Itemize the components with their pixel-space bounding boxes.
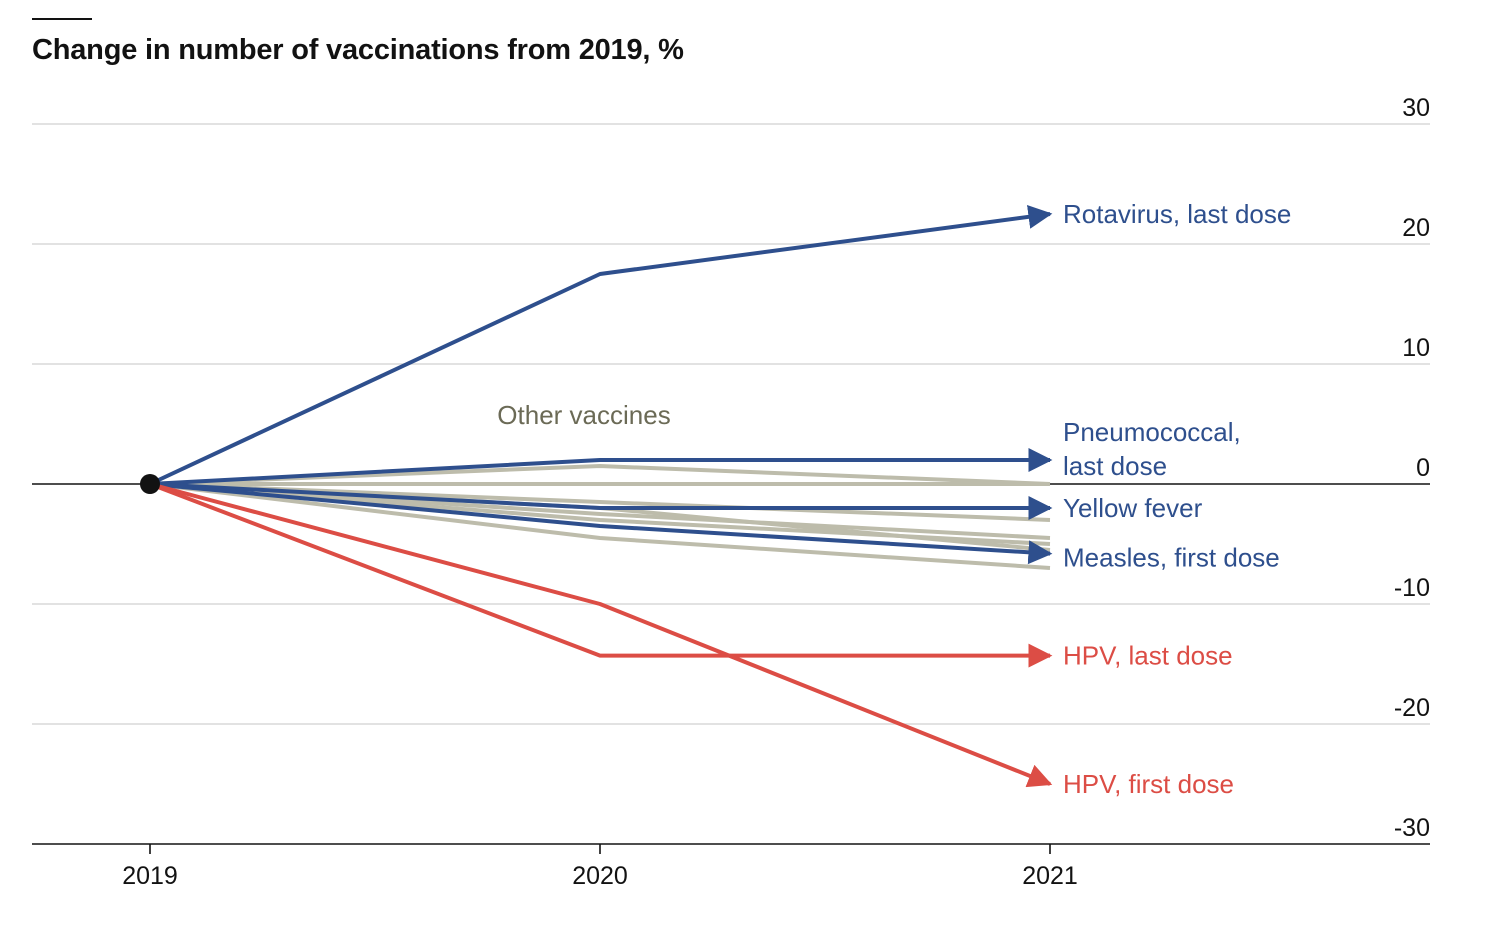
- other-vaccines-annotation: Other vaccines: [497, 400, 670, 430]
- title-rule: [32, 18, 92, 20]
- x-tick-label: 2020: [572, 862, 628, 890]
- series-line: [149, 482, 1053, 565]
- series-label-line: last dose: [1063, 451, 1167, 481]
- series-label: Pneumococcal, last dose: [1063, 417, 1241, 481]
- y-tick-label: 20: [1402, 214, 1430, 242]
- series-label-line: Yellow fever: [1063, 493, 1203, 523]
- series-label-line: HPV, last dose: [1063, 641, 1233, 671]
- y-tick-label: 30: [1402, 94, 1430, 122]
- y-tick-label: -10: [1394, 574, 1430, 602]
- series-line: [149, 448, 1053, 486]
- x-tick-label: 2019: [122, 862, 178, 890]
- series-label: HPV, first dose: [1063, 769, 1234, 799]
- y-tick-label: 10: [1402, 334, 1430, 362]
- x-tick-label: 2021: [1022, 862, 1078, 890]
- series-label: Rotavirus, last dose: [1063, 199, 1291, 229]
- series-line: [149, 482, 1053, 520]
- series-line: [149, 482, 1053, 668]
- y-tick-label: -30: [1394, 814, 1430, 842]
- series-label: Measles, first dose: [1063, 543, 1280, 573]
- y-tick-label: -20: [1394, 694, 1430, 722]
- y-tick-label: 0: [1416, 454, 1430, 482]
- other-vaccine-line: [149, 482, 1051, 570]
- series-label: HPV, last dose: [1063, 641, 1233, 671]
- series-label-line: Measles, first dose: [1063, 543, 1280, 573]
- series-label-line: HPV, first dose: [1063, 769, 1234, 799]
- series-label: Yellow fever: [1063, 493, 1203, 523]
- series-line: [149, 204, 1053, 486]
- chart-title: Change in number of vaccinations from 20…: [32, 34, 684, 66]
- series-label-line: Pneumococcal,: [1063, 417, 1241, 447]
- origin-dot: [140, 474, 160, 494]
- series-line: [149, 482, 1053, 788]
- series-label-line: Rotavirus, last dose: [1063, 199, 1291, 229]
